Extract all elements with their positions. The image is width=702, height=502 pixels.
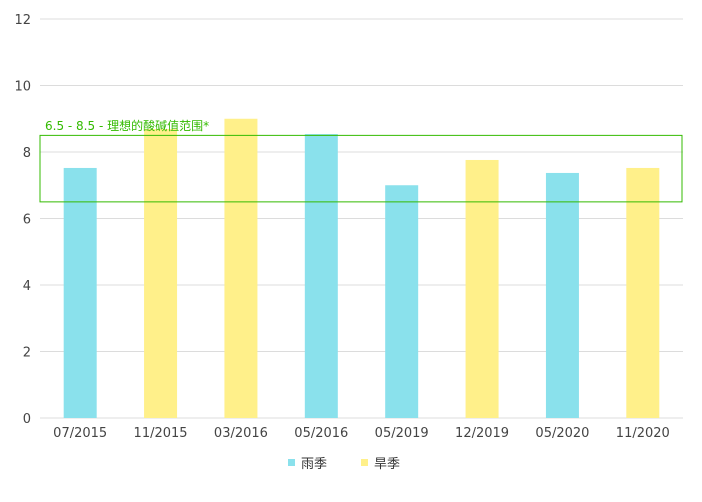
bar-11/2020[interactable] — [626, 167, 660, 418]
legend-label: 雨季 — [301, 457, 327, 472]
y-tick-label: 4 — [23, 279, 31, 294]
y-tick-label: 10 — [14, 80, 31, 95]
x-tick-label: 05/2019 — [375, 426, 429, 441]
x-tick-label: 05/2020 — [535, 426, 589, 441]
y-tick-label: 12 — [14, 13, 31, 28]
legend-label: 旱季 — [374, 457, 400, 472]
bar-05/2020[interactable] — [545, 172, 579, 418]
x-tick-label: 07/2015 — [53, 426, 107, 441]
legend-swatch — [361, 459, 368, 466]
ideal-range-box — [39, 134, 683, 203]
bar-05/2016[interactable] — [304, 134, 338, 419]
x-tick-label: 05/2016 — [294, 426, 348, 441]
legend-item-rain[interactable]: 雨季 — [288, 457, 327, 472]
y-tick-label: 8 — [23, 146, 31, 161]
y-tick-label: 6 — [23, 213, 31, 228]
bar-07/2015[interactable] — [63, 167, 97, 418]
y-tick-label: 2 — [23, 346, 31, 361]
x-tick-label: 12/2019 — [455, 426, 509, 441]
bar-03/2016[interactable] — [224, 118, 258, 418]
x-tick-label: 11/2015 — [134, 426, 188, 441]
bar-11/2015[interactable] — [144, 129, 178, 418]
bar-12/2019[interactable] — [465, 159, 499, 419]
bar-05/2019[interactable] — [385, 185, 419, 418]
x-tick-label: 03/2016 — [214, 426, 268, 441]
legend-item-dry[interactable]: 旱季 — [361, 457, 400, 472]
legend-swatch — [288, 459, 295, 466]
ideal-range-label: 6.5 - 8.5 - 理想的酸碱值范围* — [45, 118, 209, 133]
x-tick-label: 11/2020 — [616, 426, 670, 441]
y-tick-label: 0 — [23, 412, 31, 427]
